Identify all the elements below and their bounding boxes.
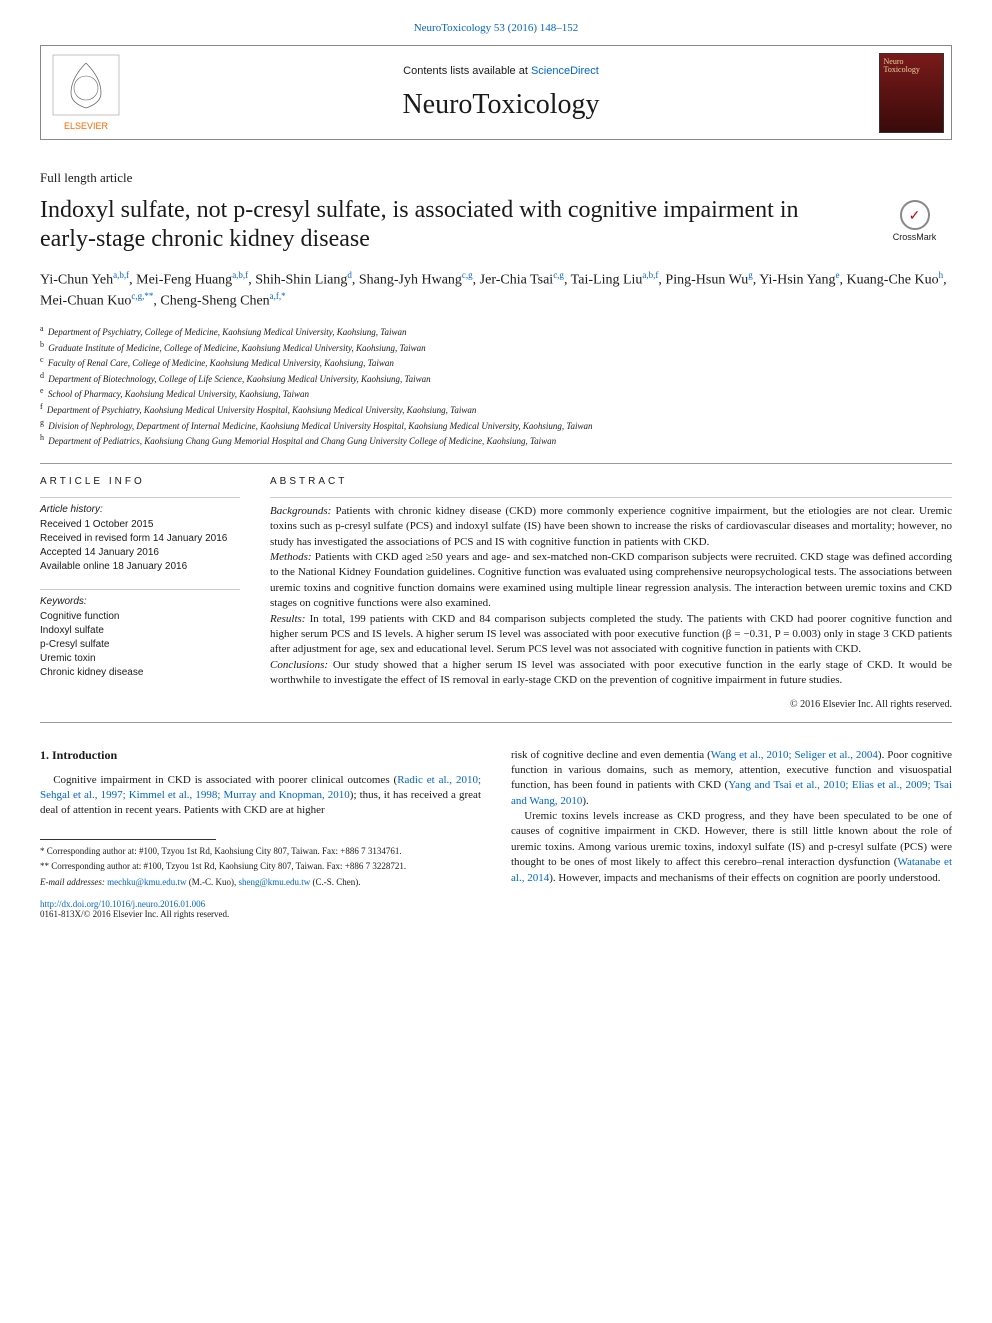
elsevier-logo: ELSEVIER bbox=[41, 46, 131, 139]
affiliation-line: f Department of Psychiatry, Kaohsiung Me… bbox=[40, 401, 952, 417]
affiliations-list: a Department of Psychiatry, College of M… bbox=[40, 323, 952, 448]
elsevier-text: ELSEVIER bbox=[64, 121, 109, 131]
doi-link[interactable]: http://dx.doi.org/10.1016/j.neuro.2016.0… bbox=[40, 899, 205, 909]
affiliation-line: b Graduate Institute of Medicine, Colleg… bbox=[40, 339, 952, 355]
affiliation-line: a Department of Psychiatry, College of M… bbox=[40, 323, 952, 339]
journal-cover: Neuro Toxicology bbox=[871, 46, 951, 139]
citation-top: 53 (2016) 148–152 bbox=[494, 22, 578, 34]
affiliation-line: h Department of Pediatrics, Kaohsiung Ch… bbox=[40, 432, 952, 448]
article-type: Full length article bbox=[40, 170, 952, 186]
email-name-1: (M.-C. Kuo), bbox=[186, 877, 238, 887]
doi-line: http://dx.doi.org/10.1016/j.neuro.2016.0… bbox=[40, 899, 481, 909]
history-line: Received 1 October 2015 bbox=[40, 518, 240, 532]
intro-heading: 1. Introduction bbox=[40, 748, 481, 763]
article-info-label: ARTICLE INFO bbox=[40, 476, 240, 487]
email-link-2[interactable]: sheng@kmu.edu.tw bbox=[238, 877, 310, 887]
contents-text: Contents lists available at bbox=[403, 65, 531, 77]
keywords-heading: Keywords: bbox=[40, 596, 240, 607]
header-center: Contents lists available at ScienceDirec… bbox=[131, 46, 871, 139]
keyword-line: Chronic kidney disease bbox=[40, 666, 240, 680]
intro-right-p2b: ). However, impacts and mechanisms of th… bbox=[549, 872, 940, 884]
journal-name-header: NeuroToxicology bbox=[402, 89, 599, 121]
abstract-label: ABSTRACT bbox=[270, 476, 952, 487]
header-bar: ELSEVIER Contents lists available at Sci… bbox=[40, 45, 952, 140]
corr-author-1: * Corresponding author at: #100, Tzyou 1… bbox=[40, 846, 481, 858]
corr-author-2: ** Corresponding author at: #100, Tzyou … bbox=[40, 861, 481, 873]
intro-right-p1a: risk of cognitive decline and even demen… bbox=[511, 749, 711, 761]
intro-left-p1: Cognitive impairment in CKD is associate… bbox=[40, 773, 481, 819]
intro-right-p2: Uremic toxins levels increase as CKD pro… bbox=[511, 809, 952, 886]
affiliation-line: g Division of Nephrology, Department of … bbox=[40, 417, 952, 433]
abstract-segment-label: Backgrounds: bbox=[270, 505, 335, 517]
keyword-line: p-Cresyl sulfate bbox=[40, 638, 240, 652]
history-line: Received in revised form 14 January 2016 bbox=[40, 532, 240, 546]
journal-name-top: NeuroToxicology bbox=[414, 22, 491, 34]
right-column: risk of cognitive decline and even demen… bbox=[511, 748, 952, 919]
authors-list: Yi-Chun Yeha,b,f, Mei-Feng Huanga,b,f, S… bbox=[40, 269, 952, 312]
article-info-sidebar: ARTICLE INFO Article history: Received 1… bbox=[40, 476, 240, 710]
keyword-line: Uremic toxin bbox=[40, 652, 240, 666]
issn-line: 0161-813X/© 2016 Elsevier Inc. All right… bbox=[40, 909, 481, 919]
abstract-segment-label: Methods: bbox=[270, 551, 315, 563]
history-line: Accepted 14 January 2016 bbox=[40, 546, 240, 560]
intro-left-p1a: Cognitive impairment in CKD is associate… bbox=[53, 774, 397, 786]
abstract-segment-text: Our study showed that a higher serum IS … bbox=[270, 659, 952, 686]
footnote-divider bbox=[40, 839, 216, 840]
left-column: 1. Introduction Cognitive impairment in … bbox=[40, 748, 481, 919]
email-footnote: E-mail addresses: mechku@kmu.edu.tw (M.-… bbox=[40, 877, 481, 889]
intro-right-p2a: Uremic toxins levels increase as CKD pro… bbox=[511, 810, 952, 868]
journal-citation-link[interactable]: NeuroToxicology 53 (2016) 148–152 bbox=[40, 20, 952, 35]
abstract-block: ABSTRACT Backgrounds: Patients with chro… bbox=[270, 476, 952, 710]
cover-line2: Toxicology bbox=[884, 66, 939, 75]
abstract-segment-text: In total, 199 patients with CKD and 84 c… bbox=[270, 613, 952, 656]
abstract-body: Backgrounds: Patients with chronic kidne… bbox=[270, 497, 952, 689]
email-label: E-mail addresses: bbox=[40, 877, 107, 887]
sciencedirect-link[interactable]: ScienceDirect bbox=[531, 65, 599, 77]
history-line: Available online 18 January 2016 bbox=[40, 560, 240, 574]
affiliation-line: d Department of Biotechnology, College o… bbox=[40, 370, 952, 386]
history-heading: Article history: bbox=[40, 504, 240, 515]
affiliation-line: c Faculty of Renal Care, College of Medi… bbox=[40, 354, 952, 370]
contents-line: Contents lists available at ScienceDirec… bbox=[403, 65, 599, 77]
article-title: Indoxyl sulfate, not p-cresyl sulfate, i… bbox=[40, 196, 857, 254]
intro-right-link1[interactable]: Wang et al., 2010; Seliger et al., 2004 bbox=[711, 749, 878, 761]
abstract-segment-text: Patients with chronic kidney disease (CK… bbox=[270, 505, 952, 548]
abstract-segment-text: Patients with CKD aged ≥50 years and age… bbox=[270, 551, 952, 609]
keyword-line: Cognitive function bbox=[40, 610, 240, 624]
email-link-1[interactable]: mechku@kmu.edu.tw bbox=[107, 877, 186, 887]
intro-right-p1c: ). bbox=[582, 795, 588, 807]
email-name-2: (C.-S. Chen). bbox=[310, 877, 360, 887]
affiliation-line: e School of Pharmacy, Kaohsiung Medical … bbox=[40, 385, 952, 401]
crossmark-label: CrossMark bbox=[893, 232, 937, 242]
crossmark-icon bbox=[900, 200, 930, 230]
crossmark-badge[interactable]: CrossMark bbox=[877, 196, 952, 246]
intro-right-p1: risk of cognitive decline and even demen… bbox=[511, 748, 952, 810]
keyword-line: Indoxyl sulfate bbox=[40, 624, 240, 638]
abstract-copyright: © 2016 Elsevier Inc. All rights reserved… bbox=[270, 699, 952, 710]
abstract-segment-label: Conclusions: bbox=[270, 659, 333, 671]
abstract-segment-label: Results: bbox=[270, 613, 310, 625]
